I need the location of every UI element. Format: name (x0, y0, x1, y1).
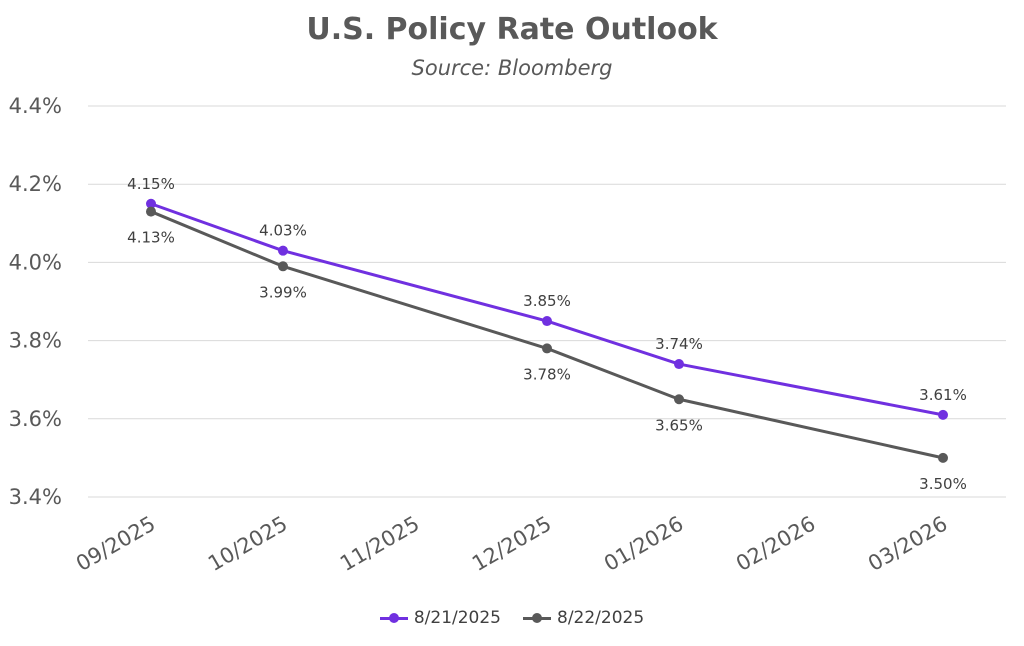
data-label-series-2-6: 3.50% (919, 475, 967, 493)
x-tick-label-5: 02/2026 (732, 512, 820, 576)
legend-swatch-series-2 (523, 612, 551, 624)
data-point-series-2-1 (278, 261, 288, 272)
y-tick-label-3: 4.0% (9, 250, 62, 274)
data-label-series-1-6: 3.61% (919, 386, 967, 404)
y-tick-label-4: 4.2% (9, 172, 62, 196)
legend-item-series-1[interactable]: 8/21/2025 (379, 608, 501, 628)
x-tick-label-3: 12/2025 (468, 512, 556, 576)
data-label-series-2-4: 3.65% (655, 416, 703, 434)
x-tick-label-6: 03/2026 (864, 512, 952, 576)
data-label-series-2-1: 3.99% (259, 283, 307, 301)
legend-label-series-1: 8/21/2025 (413, 608, 501, 628)
x-tick-label-2: 11/2025 (336, 512, 424, 576)
data-point-series-1-4 (674, 359, 684, 370)
x-tick-label-4: 01/2026 (600, 512, 688, 576)
data-label-series-1-3: 3.85% (523, 292, 571, 310)
data-point-series-1-0 (146, 198, 156, 209)
x-tick-label-0: 09/2025 (72, 512, 160, 576)
data-label-series-1-4: 3.74% (655, 335, 703, 353)
data-point-series-2-0 (146, 206, 156, 217)
data-point-series-2-4 (674, 394, 684, 405)
data-label-series-1-0: 4.15% (127, 175, 175, 193)
y-tick-label-0: 3.4% (9, 485, 62, 509)
line-chart: 3.4% 3.6% 3.8% 4.0% 4.2% 4.4% 09/2025 10/2025 11… (9, 94, 1006, 576)
legend: 8/21/2025 8/22/2025 (0, 608, 1024, 628)
chart-subtitle: Source: Bloomberg (411, 56, 613, 80)
data-point-series-2-3 (542, 343, 552, 354)
data-label-series-2-0: 4.13% (127, 229, 175, 247)
chart-title: U.S. Policy Rate Outlook (306, 12, 718, 47)
legend-swatch-series-1 (379, 612, 408, 624)
x-tick-label-1: 10/2025 (204, 512, 292, 576)
data-point-series-1-6 (938, 409, 948, 420)
legend-item-series-2[interactable]: 8/22/2025 (523, 608, 644, 628)
data-point-series-2-6 (938, 452, 948, 463)
y-tick-label-2: 3.8% (9, 329, 62, 353)
y-tick-label-1: 3.6% (9, 407, 62, 431)
data-label-series-1-1: 4.03% (259, 222, 307, 240)
data-point-series-1-3 (542, 316, 552, 327)
series-line-2 (150, 210, 944, 460)
data-point-series-1-1 (278, 245, 288, 256)
legend-label-series-2: 8/22/2025 (557, 608, 645, 628)
y-tick-label-5: 4.4% (9, 94, 62, 118)
data-label-series-2-3: 3.78% (523, 365, 571, 383)
